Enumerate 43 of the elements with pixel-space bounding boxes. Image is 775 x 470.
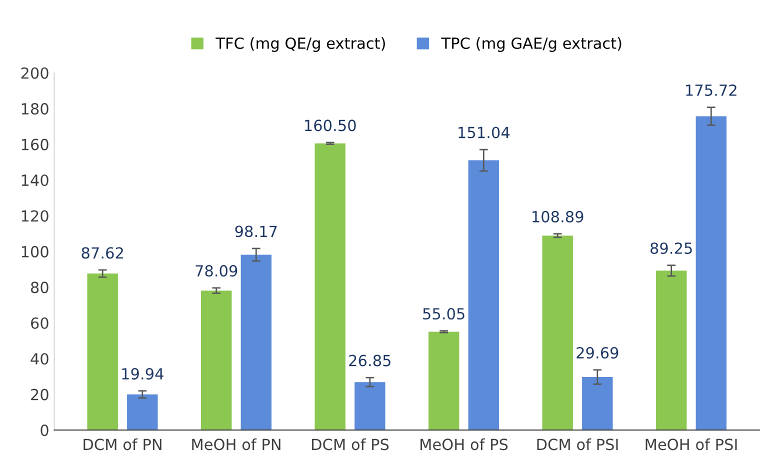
bar — [87, 274, 118, 430]
bar — [314, 143, 346, 430]
x-tick-label: DCM of PS — [312, 438, 389, 450]
data-label: 89.25 — [650, 242, 692, 254]
bar — [428, 332, 460, 430]
bar — [656, 270, 687, 430]
y-tick-label: 200 — [21, 67, 48, 79]
y-tick-label: 100 — [22, 246, 48, 258]
y-tick-label: 140 — [22, 174, 48, 186]
x-tick-label: DCM of PN — [84, 438, 162, 450]
x-tick-label: MeOH of PSI — [646, 438, 737, 450]
data-label: 19.94 — [122, 368, 164, 380]
bar — [582, 377, 613, 430]
y-tick-label: 20 — [31, 388, 48, 400]
data-label: 175.72 — [686, 84, 736, 96]
y-tick-label: 60 — [31, 317, 48, 329]
legend-label: TPC (mg GAE/g extract) — [441, 37, 622, 52]
y-tick-label: 180 — [22, 103, 48, 115]
x-tick-label: MeOH of PN — [192, 438, 280, 450]
data-label: 55.05 — [423, 308, 464, 320]
bar — [240, 254, 272, 430]
y-tick-label: 40 — [30, 353, 48, 365]
data-label: 108.89 — [532, 210, 584, 222]
bar — [468, 160, 500, 430]
bar — [354, 382, 386, 430]
data-label: 78.09 — [196, 265, 238, 277]
data-label: 26.85 — [349, 354, 390, 366]
x-tick-label: DCM of PSI — [537, 438, 618, 450]
data-label: 29.69 — [576, 347, 618, 359]
bar — [542, 236, 573, 430]
bar — [696, 116, 727, 430]
bar — [200, 290, 232, 430]
y-tick-label: 80 — [30, 282, 48, 294]
legend-label: TFC (mg QE/g extract) — [216, 37, 385, 52]
x-tick-label: MeOH of PS — [420, 438, 508, 450]
data-label: 160.50 — [305, 120, 356, 132]
y-tick-label: 160 — [22, 138, 48, 150]
y-tick-label: 120 — [22, 210, 48, 222]
data-label: 151.04 — [458, 126, 510, 138]
y-tick-label: 0 — [40, 424, 48, 436]
data-label: 98.17 — [235, 226, 277, 238]
data-label: 87.62 — [82, 247, 123, 259]
bar — [127, 394, 158, 430]
